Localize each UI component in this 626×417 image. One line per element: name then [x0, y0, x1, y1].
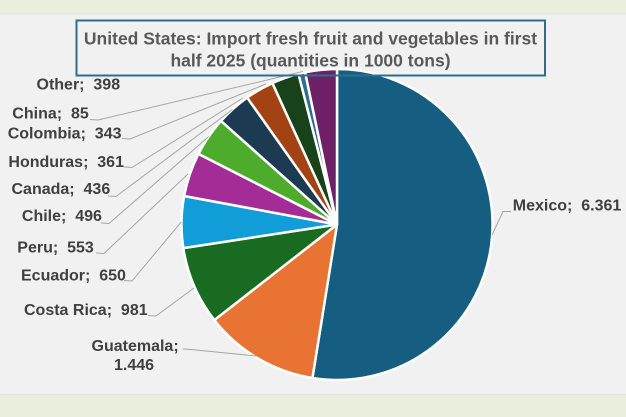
svg-text:Colombia; 343: Colombia; 343 [8, 125, 122, 142]
svg-text:United States: Import fresh fr: United States: Import fresh fruit and ve… [84, 29, 537, 49]
svg-text:Peru; 553: Peru; 553 [17, 239, 94, 256]
svg-text:half 2025 (quantities in 1000: half 2025 (quantities in 1000 tons) [170, 51, 450, 71]
svg-text:Ecuador; 650: Ecuador; 650 [21, 267, 126, 284]
svg-text:Canada; 436: Canada; 436 [12, 181, 111, 198]
svg-text:Chile; 496: Chile; 496 [22, 208, 102, 225]
svg-text:Honduras; 361: Honduras; 361 [8, 154, 124, 171]
svg-text:Other; 398: Other; 398 [37, 76, 121, 93]
svg-text:China; 85: China; 85 [12, 106, 89, 123]
svg-text:Mexico; 6.361: Mexico; 6.361 [513, 197, 622, 214]
svg-text:Guatemala;: Guatemala; [92, 338, 179, 355]
svg-text:1.446: 1.446 [114, 357, 154, 374]
svg-text:Costa Rica; 981: Costa Rica; 981 [24, 302, 148, 319]
